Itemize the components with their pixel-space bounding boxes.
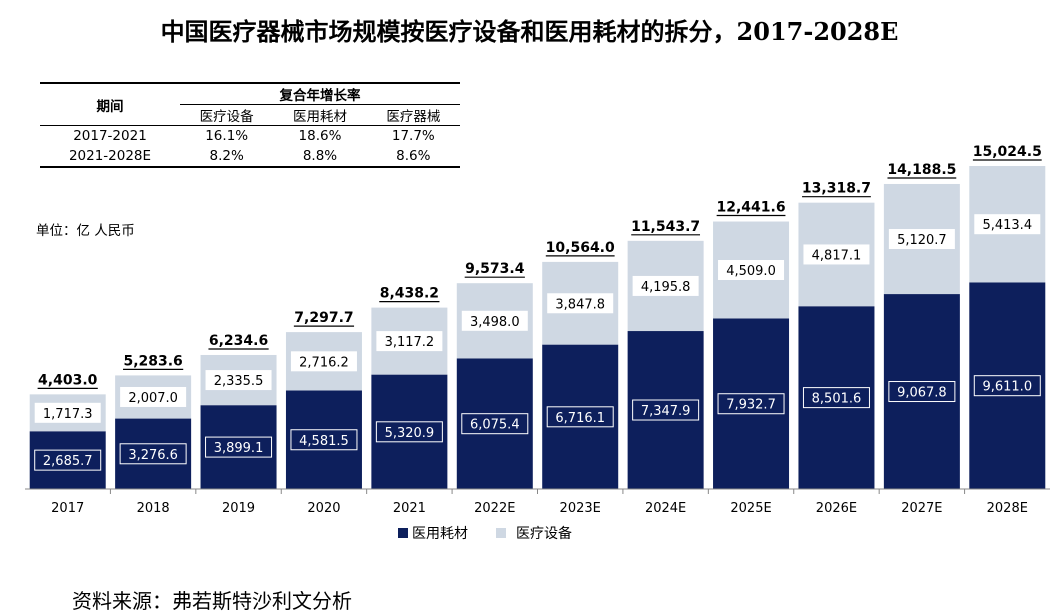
- label-box-consumables: [888, 381, 956, 403]
- total-label: 6,234.6: [209, 333, 268, 349]
- period-header: 期间: [96, 98, 124, 115]
- x-tick-label: 2027E: [901, 501, 942, 516]
- data-label-equipment: 1,717.3: [43, 407, 93, 422]
- data-label-equipment: 3,498.0: [470, 315, 520, 330]
- x-tick-label: 2021: [393, 501, 426, 516]
- label-box-consumables: [973, 375, 1041, 397]
- label-box-equipment: [205, 370, 272, 391]
- data-label-equipment: 3,847.8: [555, 297, 605, 312]
- label-box-consumables: [119, 443, 187, 465]
- label-box-consumables: [632, 399, 700, 421]
- label-box-consumables: [802, 387, 870, 409]
- label-box-consumables: [461, 413, 529, 435]
- data-label-consumables: 3,276.6: [128, 448, 178, 463]
- label-box-consumables: [205, 436, 273, 458]
- data-label-equipment: 3,117.2: [385, 335, 435, 350]
- cagr-cell: 17.7%: [391, 128, 435, 144]
- label-box-equipment: [290, 351, 357, 372]
- x-tick-label: 2017: [51, 501, 84, 516]
- total-label: 12,441.6: [716, 200, 785, 216]
- label-box-equipment: [547, 293, 614, 314]
- total-label: 7,297.7: [294, 310, 353, 326]
- cagr-table: 期间 复合年增长率 医疗设备 医用耗材 医疗器械 2017-2021 16.1%…: [40, 82, 460, 168]
- data-label-consumables: 7,932.7: [726, 398, 776, 413]
- x-tick-label: 2024E: [645, 501, 686, 516]
- data-label-consumables: 9,067.8: [897, 386, 947, 401]
- data-label-consumables: 6,716.1: [555, 411, 605, 426]
- cagr-cell: 8.8%: [302, 148, 338, 164]
- cagr-row-period: 2021-2028E: [68, 148, 152, 164]
- total-label: 14,188.5: [887, 162, 956, 178]
- total-label: 11,543.7: [631, 219, 700, 235]
- data-label-consumables: 7,347.9: [641, 404, 691, 419]
- label-box-equipment: [461, 310, 528, 331]
- label-box-consumables: [34, 449, 102, 471]
- label-box-consumables: [717, 393, 785, 415]
- label-box-equipment: [888, 229, 955, 250]
- total-label: 4,403.0: [38, 372, 98, 388]
- data-label-consumables: 8,501.6: [812, 392, 862, 407]
- label-box-equipment: [120, 386, 187, 407]
- label-box-equipment: [803, 244, 870, 265]
- legend-swatch-consumables: [398, 528, 408, 538]
- x-tick-label: 2025E: [730, 501, 771, 516]
- cagr-col-consumables: 医用耗材: [292, 109, 347, 125]
- label-box-equipment: [376, 331, 443, 352]
- cagr-group-header: 复合年增长率: [180, 83, 460, 105]
- data-label-consumables: 9,611.0: [982, 380, 1032, 395]
- data-label-equipment: 2,716.2: [299, 355, 349, 370]
- cagr-col-devices: 医疗器械: [386, 109, 441, 125]
- label-box-consumables: [290, 429, 358, 451]
- total-label: 8,438.2: [380, 286, 439, 302]
- legend-label-equipment: 医疗设备: [516, 525, 572, 542]
- x-tick-label: 2020: [307, 501, 340, 516]
- cagr-cell: 8.2%: [209, 148, 244, 164]
- source-note: 资料来源：弗若斯特沙利文分析: [72, 589, 352, 613]
- label-box-equipment: [632, 275, 699, 296]
- x-tick-label: 2026E: [816, 501, 857, 516]
- total-label: 10,564.0: [546, 240, 615, 256]
- data-label-equipment: 4,509.0: [726, 264, 776, 279]
- label-box-equipment: [974, 214, 1041, 235]
- total-label: 13,318.7: [802, 181, 871, 197]
- unit-label: 单位：亿 人民币: [36, 223, 135, 239]
- data-label-consumables: 3,899.1: [214, 441, 264, 456]
- cagr-cell: 16.1%: [205, 128, 249, 144]
- data-label-consumables: 6,075.4: [470, 418, 520, 433]
- label-box-consumables: [546, 406, 614, 428]
- total-label: 5,283.6: [123, 353, 182, 369]
- legend-label-consumables: 医用耗材: [412, 526, 468, 542]
- data-label-consumables: 5,320.9: [385, 426, 435, 441]
- data-label-equipment: 4,195.8: [641, 280, 691, 295]
- label-box-consumables: [375, 421, 443, 443]
- x-tick-label: 2023E: [560, 501, 601, 516]
- label-box-equipment: [34, 402, 101, 423]
- cagr-col-equipment: 医疗设备: [199, 109, 254, 125]
- data-label-equipment: 5,413.4: [982, 218, 1032, 233]
- x-tick-label: 2022E: [474, 501, 515, 516]
- data-label-equipment: 5,120.7: [897, 233, 947, 248]
- total-label: 9,573.4: [465, 261, 525, 277]
- data-label-equipment: 2,335.5: [214, 374, 264, 389]
- legend-swatch-equipment: [496, 528, 506, 538]
- total-label: 15,024.5: [973, 144, 1042, 160]
- data-label-equipment: 4,817.1: [812, 248, 862, 263]
- data-label-equipment: 2,007.0: [128, 391, 178, 406]
- cagr-row-period: 2017-2021: [73, 128, 147, 144]
- data-label-consumables: 2,685.7: [43, 454, 93, 469]
- x-tick-label: 2028E: [987, 501, 1028, 516]
- x-tick-label: 2018: [137, 501, 170, 516]
- chart-title: 中国医疗器械市场规模按医疗设备和医用耗材的拆分，2017-2028E: [160, 17, 899, 46]
- data-label-consumables: 4,581.5: [299, 434, 349, 449]
- label-box-equipment: [718, 259, 785, 280]
- cagr-cell: 18.6%: [298, 128, 342, 144]
- x-tick-label: 2019: [222, 501, 255, 516]
- cagr-cell: 8.6%: [396, 148, 431, 164]
